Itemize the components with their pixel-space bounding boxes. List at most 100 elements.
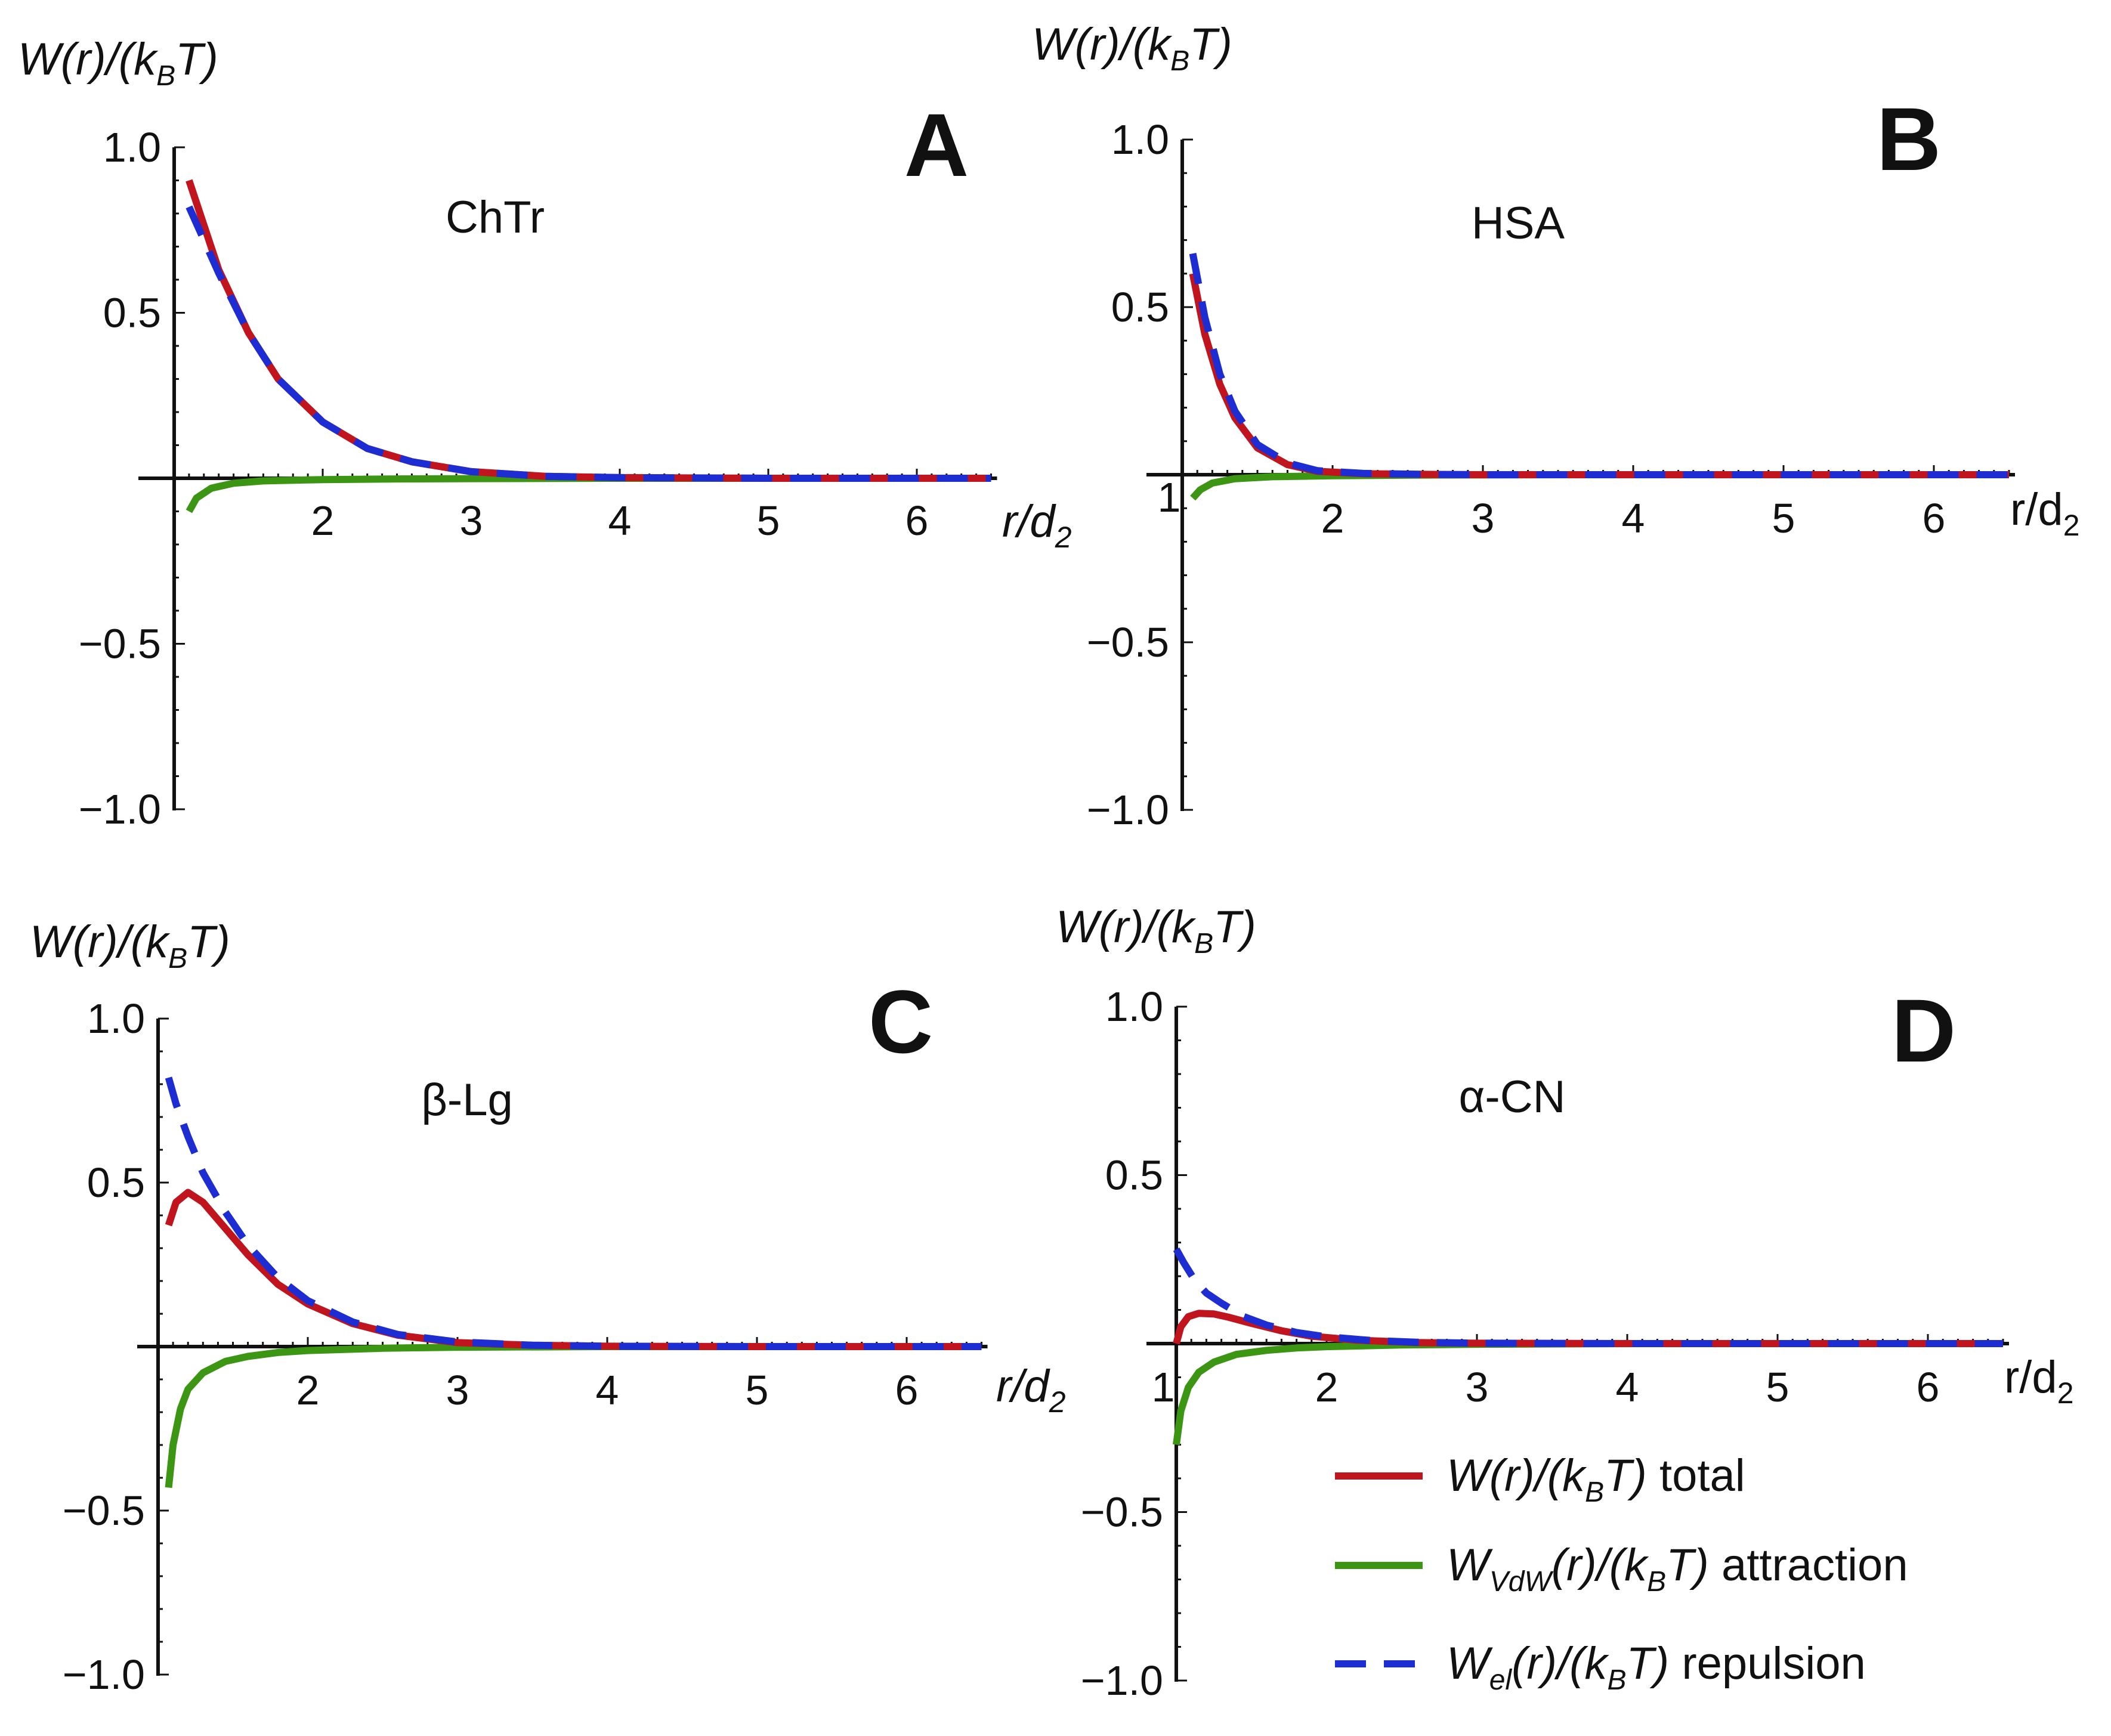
- label-subscript: 2: [2063, 509, 2080, 542]
- y-tick-label: −1.0: [1087, 787, 1169, 833]
- panel-c: 1.00.5−0.5−1.02 3 4 5 6W(r)/(kBT)r/d2β-LgC: [30, 917, 1066, 1698]
- label-part: attraction: [1709, 1540, 1908, 1590]
- label-part: T): [1666, 1540, 1709, 1590]
- x-tick-label: 2: [1315, 1364, 1339, 1410]
- y-tick-label: 1.0: [1105, 983, 1163, 1030]
- y-tick-label: −1.0: [1081, 1657, 1163, 1704]
- x-tick-label: 3: [1472, 495, 1495, 541]
- panel-letter: A: [904, 95, 969, 195]
- x-tick-label: 6: [905, 497, 929, 544]
- label-subscript: el: [1489, 1664, 1513, 1696]
- label-part: T): [175, 34, 218, 85]
- label-part: r/d: [1002, 496, 1056, 547]
- y-tick-label: 1.0: [87, 995, 145, 1042]
- y-tick-label: −0.5: [79, 621, 161, 667]
- series-line-repulsion: [186, 205, 991, 482]
- legend-label-attraction: WVdW(r)/(kBT) attraction: [1447, 1540, 1908, 1598]
- label-subscript: 2: [1049, 1385, 1066, 1419]
- label-part: r/d: [996, 1361, 1050, 1412]
- legend-label-total: W(r)/(kBT) total: [1447, 1450, 1745, 1508]
- label-part: W: [1447, 1638, 1493, 1689]
- panel-letter: C: [868, 971, 933, 1072]
- x-tick-label: 2: [311, 497, 335, 544]
- x-tick-label: 6: [1923, 495, 1946, 541]
- series-line-attraction: [1173, 1340, 2003, 1446]
- x-tick-label: 4: [608, 497, 632, 544]
- label-part: T): [1189, 19, 1232, 70]
- panel-d: 1.00.5−0.5−1.02 3 4 5 61W(r)/(kBT)r/d2α-CND: [1056, 902, 2074, 1704]
- x-tick-label: 4: [1616, 1364, 1639, 1410]
- label-subscript: B: [168, 943, 187, 974]
- y-axis-label: W(r)/(kBT): [1056, 902, 1256, 960]
- label-part: T): [187, 917, 230, 967]
- label-part: T): [1604, 1450, 1647, 1501]
- label-part: r/d: [2010, 484, 2063, 535]
- label-part: T): [1626, 1638, 1669, 1689]
- label-part: (r)/(k: [1512, 1638, 1609, 1689]
- label-part: total: [1647, 1450, 1745, 1501]
- x-tick-label: 6: [895, 1367, 919, 1413]
- label-part: T): [1213, 902, 1256, 952]
- series-line-attraction: [165, 1343, 982, 1489]
- y-tick-label: −0.5: [1087, 619, 1169, 666]
- x-tick-label: 4: [596, 1367, 619, 1413]
- panel-letter: B: [1877, 89, 1941, 189]
- series-line-repulsion: [165, 1076, 982, 1350]
- label-part: r/d: [2004, 1352, 2057, 1403]
- x-tick-label: 6: [1917, 1364, 1940, 1410]
- x-axis-label: r/d2: [2010, 484, 2080, 542]
- x-tick-label: 5: [1766, 1364, 1789, 1410]
- y-tick-label: 0.5: [1105, 1152, 1163, 1199]
- series-line-attraction: [186, 475, 991, 513]
- y-tick-label: 0.5: [1111, 284, 1169, 330]
- panel-letter: D: [1891, 980, 1956, 1081]
- panel-title: HSA: [1472, 198, 1565, 249]
- label-subscript: VdW: [1489, 1566, 1554, 1598]
- x-tick-label: 2: [1321, 495, 1345, 541]
- x-tick-label: 3: [1466, 1364, 1489, 1410]
- x-tick-label: 1: [1158, 474, 1181, 521]
- x-axis-label: r/d2: [1002, 496, 1072, 554]
- label-subscript: B: [1585, 1477, 1604, 1508]
- series-line-repulsion: [1189, 252, 2009, 478]
- y-axis-label: W(r)/(kBT): [30, 917, 230, 974]
- y-axis-label: W(r)/(kBT): [1032, 19, 1232, 77]
- label-part: W(r)/(k: [1056, 902, 1197, 952]
- y-tick-label: 1.0: [1111, 116, 1169, 163]
- y-tick-label: 0.5: [87, 1159, 145, 1206]
- series-line-total: [186, 179, 991, 482]
- label-subscript: B: [1170, 45, 1189, 77]
- label-subscript: B: [1647, 1566, 1666, 1598]
- series-line-total: [1173, 1310, 2003, 1347]
- panel-title: β-Lg: [421, 1075, 513, 1125]
- series-line-total: [165, 1189, 982, 1350]
- label-subscript: B: [1194, 928, 1213, 960]
- x-tick-label: 5: [1772, 495, 1795, 541]
- label-subscript: B: [156, 60, 175, 92]
- x-tick-label: 4: [1622, 495, 1645, 541]
- y-axis-label: W(r)/(kBT): [18, 34, 218, 92]
- y-tick-label: 1.0: [103, 124, 161, 171]
- x-tick-label: 3: [446, 1367, 469, 1413]
- panel-title: α-CN: [1458, 1072, 1565, 1122]
- label-part: (r)/(k: [1551, 1540, 1649, 1590]
- label-subscript: 2: [1055, 521, 1072, 554]
- y-tick-label: −0.5: [1081, 1489, 1163, 1536]
- series-line-total: [1189, 273, 2009, 478]
- x-axis-label: r/d2: [996, 1361, 1066, 1419]
- label-part: W(r)/(k: [18, 34, 159, 85]
- legend-label-repulsion: Wel(r)/(kBT) repulsion: [1447, 1638, 1866, 1696]
- x-axis-label: r/d2: [2004, 1352, 2074, 1410]
- x-tick-label: 3: [460, 497, 483, 544]
- x-tick-label: 5: [746, 1367, 769, 1413]
- label-subscript: B: [1607, 1664, 1626, 1696]
- y-tick-label: −0.5: [63, 1487, 145, 1534]
- panel-title: ChTr: [446, 192, 545, 243]
- y-tick-label: −1.0: [79, 786, 161, 833]
- x-tick-label: 5: [757, 497, 780, 544]
- x-tick-label: 1: [1152, 1364, 1175, 1410]
